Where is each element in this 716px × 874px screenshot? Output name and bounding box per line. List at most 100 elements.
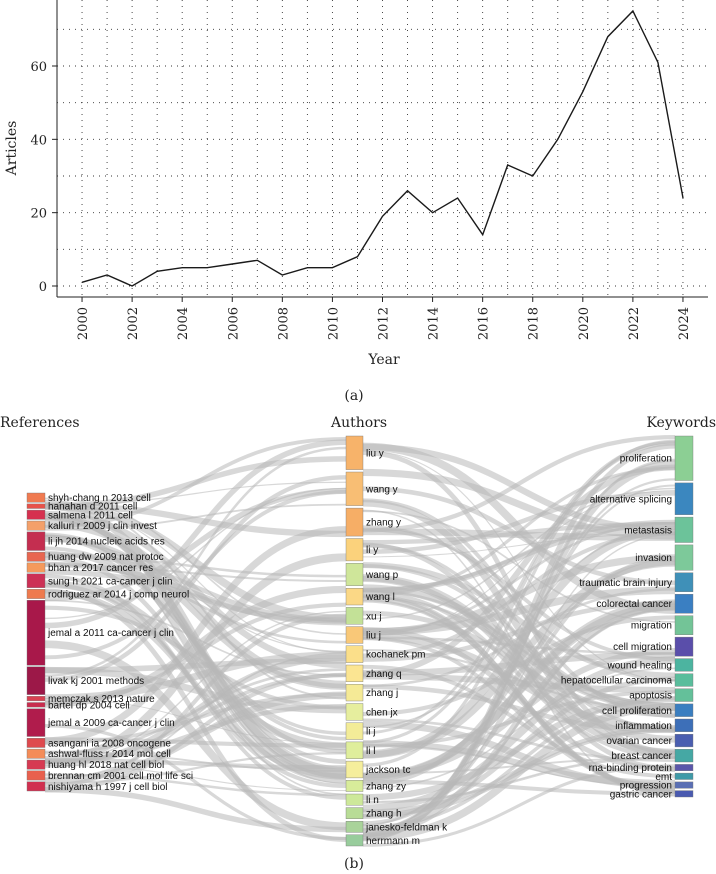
sankey-link: [362, 525, 676, 759]
author-node: [345, 588, 364, 606]
sankey-link: [44, 599, 347, 677]
sankey-link: [44, 651, 347, 702]
panel-a-caption: (a): [344, 388, 363, 404]
column-title-authors: Authors: [330, 415, 387, 431]
sankey-link: [44, 439, 347, 629]
keyword-label: emt: [655, 772, 672, 783]
reference-label: huang dw 2009 nat protoc: [48, 552, 164, 563]
reference-label: livak kj 2001 methods: [48, 676, 144, 687]
keyword-label: traumatic brain injury: [579, 578, 672, 589]
keyword-label: inflammation: [615, 721, 672, 732]
sankey-link: [44, 475, 347, 682]
y-tick-label: 20: [30, 207, 47, 222]
sankey-link: [362, 468, 676, 540]
sankey-link: [362, 458, 676, 841]
sankey-link: [362, 764, 676, 847]
reference-label: huang hl 2018 nat cell biol: [48, 760, 164, 771]
x-tick-label: 2016: [477, 307, 492, 340]
keyword-label: invasion: [635, 553, 672, 564]
sankey-link: [44, 550, 347, 736]
author-node: [345, 563, 364, 586]
keyword-node: [674, 572, 694, 593]
author-label: xu j: [366, 611, 382, 622]
author-node: [345, 435, 364, 470]
author-node: [345, 664, 364, 682]
keyword-node: [674, 772, 694, 780]
reference-label: ashwal-fluss r 2014 mol cell: [48, 749, 171, 760]
author-label: zhang h: [366, 809, 402, 820]
author-node: [345, 507, 364, 537]
author-label: liu j: [366, 631, 381, 642]
sankey-link: [44, 773, 347, 797]
author-label: liu y: [366, 448, 384, 459]
reference-node: [26, 492, 46, 503]
reference-node: [26, 551, 46, 562]
y-tick-label: 60: [30, 60, 47, 75]
column-title-references: References: [0, 415, 80, 431]
reference-node: [26, 708, 46, 737]
reference-node: [26, 562, 46, 573]
keyword-node: [674, 790, 694, 798]
reference-label: hanahan d 2011 cell: [48, 502, 137, 513]
author-node: [345, 626, 364, 644]
y-tick-label: 40: [30, 133, 47, 148]
keyword-label: hepatocellular carcinoma: [561, 676, 673, 687]
author-label: wang l: [365, 592, 395, 603]
sankey-link: [362, 648, 676, 711]
sankey-link: [44, 724, 347, 841]
x-axis-label: Year: [367, 352, 400, 368]
sankey-link: [362, 626, 676, 772]
x-tick-label: 2006: [226, 307, 241, 340]
author-label: zhang j: [366, 688, 398, 699]
author-node: [345, 807, 364, 819]
reference-node: [26, 520, 46, 531]
keyword-label: alternative splicing: [590, 494, 672, 505]
sankey-link: [362, 684, 676, 733]
keyword-label: rna-binding protein: [589, 763, 672, 774]
reference-label: li jh 2014 nucleic acids res: [48, 537, 165, 548]
sankey-link: [362, 720, 676, 790]
author-label: janesko-feldman k: [365, 822, 448, 833]
author-label: li l: [366, 746, 375, 757]
reference-label: memczak s 2013 nature: [48, 694, 155, 705]
reference-label: brennan cm 2001 cell mol life sci: [48, 771, 193, 782]
reference-label: bhan a 2017 cancer res: [48, 563, 153, 574]
sankey-link: [44, 514, 347, 779]
author-node: [345, 538, 364, 562]
reference-node: [26, 759, 46, 770]
author-label: jackson tc: [365, 765, 410, 776]
reference-node: [26, 509, 46, 520]
author-label: wang p: [365, 570, 399, 581]
reference-node: [26, 573, 46, 588]
panel-b-caption: (b): [344, 856, 364, 872]
keyword-label: cell migration: [613, 642, 672, 653]
sankey-link: [362, 599, 676, 782]
keyword-node: [674, 516, 694, 543]
sankey-link: [362, 533, 676, 830]
x-tick-label: 2014: [427, 307, 442, 340]
author-node: [345, 834, 364, 847]
author-node: [345, 793, 364, 806]
x-tick-label: 2002: [126, 307, 141, 340]
sankey-link: [44, 652, 347, 780]
sankey-link: [44, 481, 347, 506]
reference-label: nishiyama h 1997 j cell biol: [48, 782, 168, 793]
reference-node: [26, 748, 46, 759]
sankey-link: [44, 692, 347, 745]
sankey-link: [362, 607, 676, 837]
sankey-link: [44, 502, 347, 623]
author-node: [345, 722, 364, 740]
sankey-link: [44, 489, 347, 660]
ticks: 0 20 40 60 2000 2002 2004 2006 2008 2010 2012 2014 2…: [30, 60, 692, 340]
keyword-node: [674, 781, 694, 789]
sankey-link: [362, 728, 676, 818]
x-tick-label: 2020: [577, 307, 592, 340]
reference-node: [26, 781, 46, 792]
sankey-link: [362, 673, 676, 694]
reference-label: salmena l 2011 cell: [48, 510, 133, 521]
x-tick-label: 2018: [527, 307, 542, 340]
keyword-label: ovarian cancer: [606, 736, 672, 747]
x-tick-label: 2004: [176, 307, 191, 340]
